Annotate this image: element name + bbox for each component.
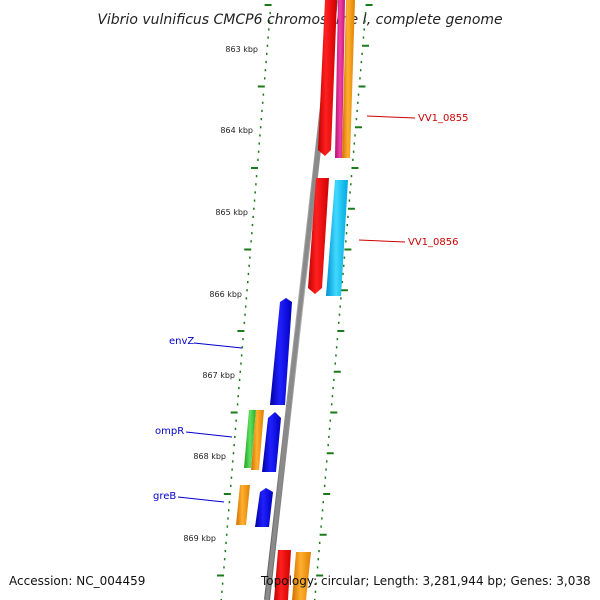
inner-tick-track xyxy=(217,4,272,600)
map-title: Vibrio vulnificus CMCP6 chromosome I, co… xyxy=(97,12,502,28)
kbp-label-863: 863 kbp xyxy=(225,45,258,54)
gene-ompR-arrow[interactable] xyxy=(262,412,281,472)
outer-tick-track xyxy=(314,4,373,600)
gene-cyan-bar[interactable] xyxy=(326,180,348,296)
gene-green-bar[interactable] xyxy=(244,410,256,468)
gene-label-greB[interactable]: greB xyxy=(153,491,176,502)
gene-envZ-arrow[interactable] xyxy=(270,298,292,405)
leader-vv1-0856 xyxy=(358,239,406,243)
gene-magenta-bar[interactable] xyxy=(335,0,345,158)
gene-orange-bar-bottom[interactable] xyxy=(292,552,311,600)
gene-red-bar-bottom[interactable] xyxy=(274,550,291,600)
gene-orange-bar-3[interactable] xyxy=(236,485,250,525)
gene-vv1-0855-group[interactable] xyxy=(318,0,355,158)
gene-label-envZ[interactable]: envZ xyxy=(169,336,194,347)
topology-text: Topology: circular; Length: 3,281,944 bp… xyxy=(261,574,591,588)
gene-orange-bar-2[interactable] xyxy=(251,410,264,470)
gene-red-arrow-1[interactable] xyxy=(318,0,337,156)
leader-envZ xyxy=(193,342,243,349)
gene-label-ompR[interactable]: ompR xyxy=(155,426,184,437)
gene-label-vv1-0855[interactable]: VV1_0855 xyxy=(418,113,469,124)
kbp-label-868: 868 kbp xyxy=(193,452,226,461)
gene-orange-bar-1[interactable] xyxy=(342,0,355,158)
leader-ompR xyxy=(185,431,233,438)
kbp-scale: 863 kbp 864 kbp 865 kbp 866 kbp 867 kbp … xyxy=(183,45,258,543)
kbp-label-869: 869 kbp xyxy=(183,534,216,543)
gene-bottom-group[interactable] xyxy=(274,550,311,600)
gene-red-arrow-2[interactable] xyxy=(308,178,329,294)
kbp-label-864: 864 kbp xyxy=(220,126,253,135)
accession-text: Accession: NC_004459 xyxy=(9,574,146,588)
gene-label-vv1-0856[interactable]: VV1_0856 xyxy=(408,237,459,248)
kbp-label-867: 867 kbp xyxy=(202,371,235,380)
gene-vv1-0856-group[interactable] xyxy=(308,178,348,296)
leader-vv1-0855 xyxy=(366,115,416,119)
kbp-label-865: 865 kbp xyxy=(215,208,248,217)
gene-greB-arrow[interactable] xyxy=(255,488,273,527)
kbp-label-866: 866 kbp xyxy=(209,290,242,299)
leader-greB xyxy=(177,496,225,503)
